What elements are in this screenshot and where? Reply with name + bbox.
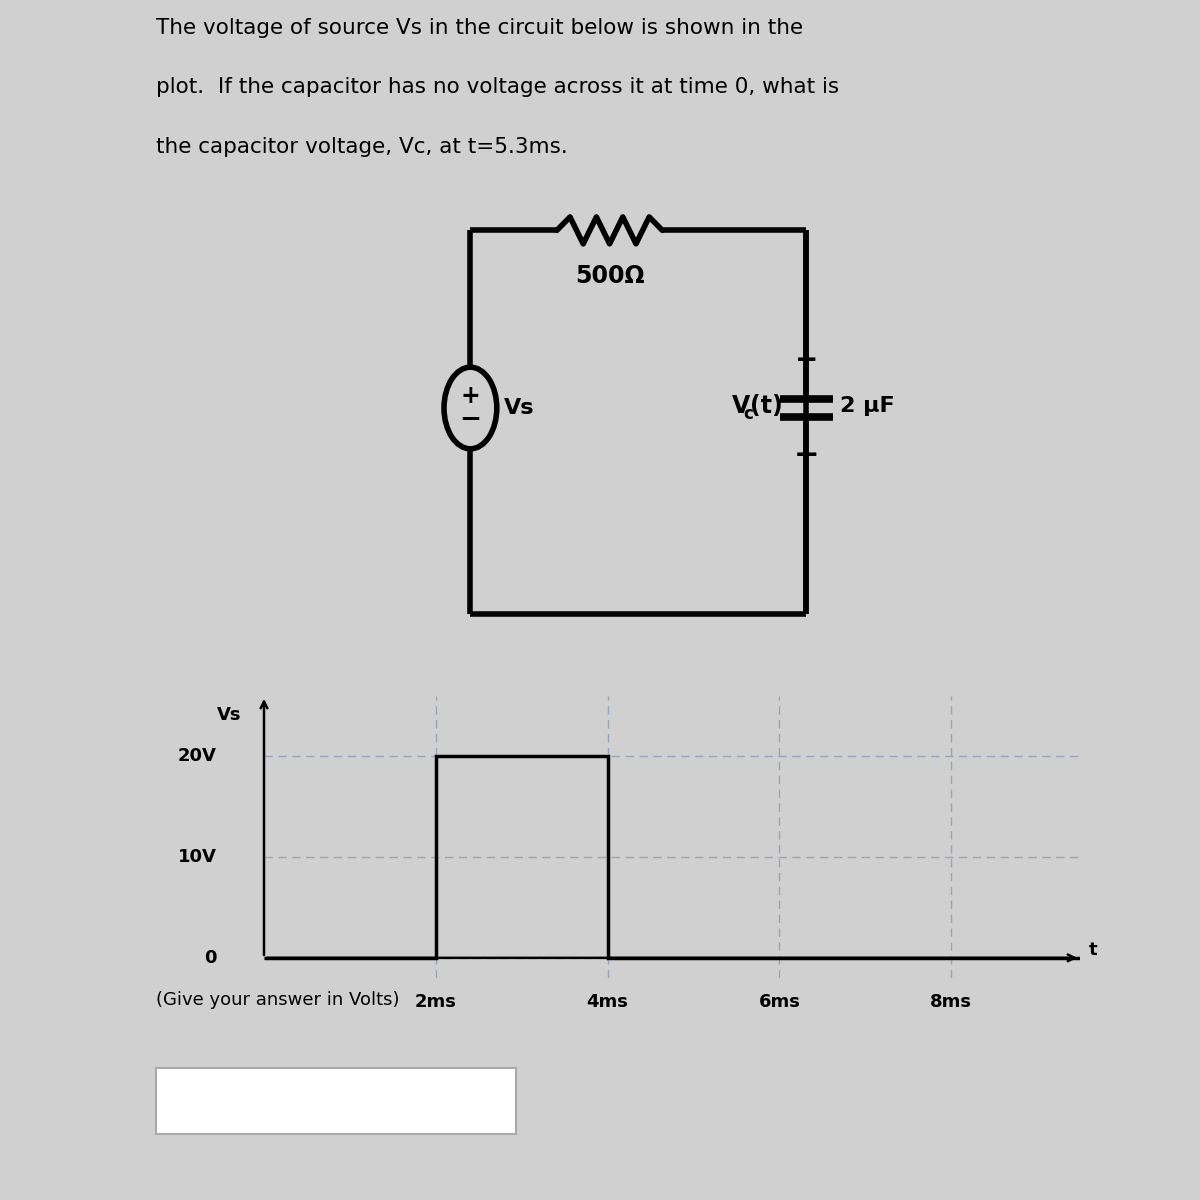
Text: t: t [1088,941,1097,959]
Text: V: V [732,394,750,418]
Text: The voltage of source Vs in the circuit below is shown in the: The voltage of source Vs in the circuit … [156,18,803,38]
Text: +: + [794,346,818,374]
Text: 0: 0 [204,949,217,967]
Text: +: + [461,384,480,408]
Text: 6ms: 6ms [758,994,800,1012]
Text: 500Ω: 500Ω [575,264,644,288]
Text: −: − [460,407,481,433]
Text: 10V: 10V [178,848,217,866]
Text: c: c [743,404,752,422]
Text: (t): (t) [750,394,782,418]
Text: Vs: Vs [504,398,534,418]
Text: 2ms: 2ms [415,994,457,1012]
Text: plot.  If the capacitor has no voltage across it at time 0, what is: plot. If the capacitor has no voltage ac… [156,77,839,97]
Text: 4ms: 4ms [587,994,629,1012]
Text: (Give your answer in Volts): (Give your answer in Volts) [156,991,400,1008]
Text: −: − [793,442,820,470]
Text: 2 μF: 2 μF [840,396,895,415]
Text: 20V: 20V [178,748,217,766]
Text: 8ms: 8ms [930,994,972,1012]
Text: the capacitor voltage, Vc, at t=5.3ms.: the capacitor voltage, Vc, at t=5.3ms. [156,137,568,156]
Text: Vs: Vs [217,706,241,724]
